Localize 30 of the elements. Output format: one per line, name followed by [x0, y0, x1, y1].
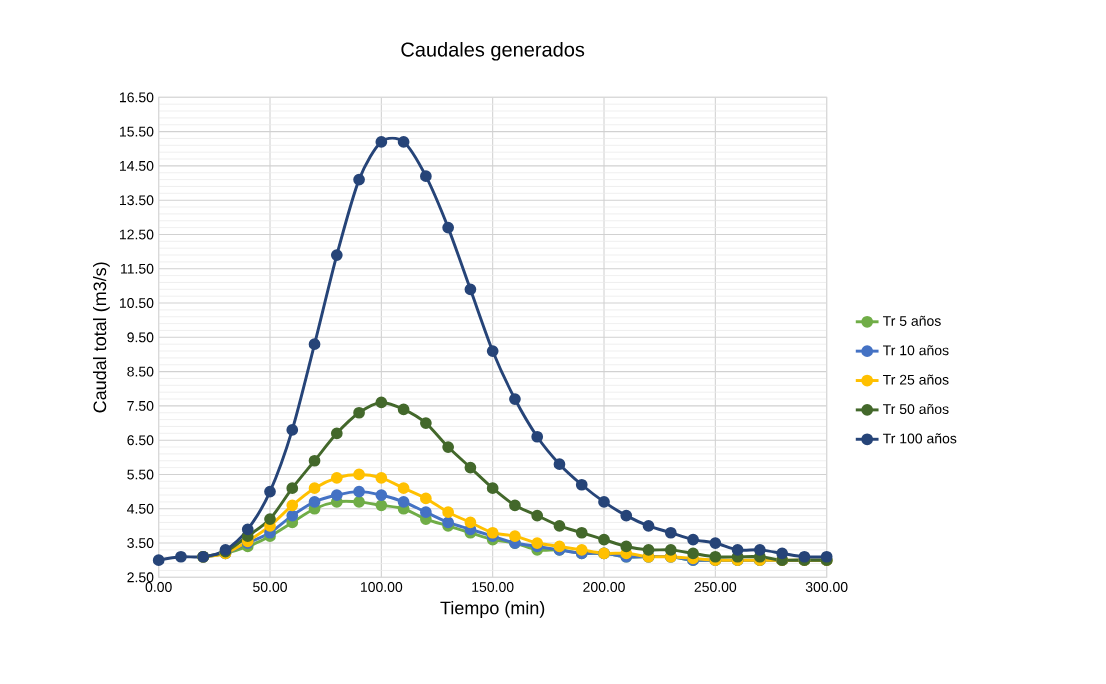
x-tick-label: 200.00	[583, 582, 625, 592]
y-tick-label: 4.50	[127, 503, 154, 514]
y-tick-label: 6.50	[127, 435, 154, 446]
legend-label: Tr 100 años	[883, 433, 957, 444]
y-tick-label: 15.50	[120, 126, 154, 137]
y-tick-label: 7.50	[127, 400, 154, 411]
x-tick-label: 250.00	[694, 582, 737, 592]
x-tick-label: 50.00	[253, 582, 287, 592]
y-tick-label: 14.50	[120, 160, 154, 171]
y-tick-label: 2.50	[127, 572, 154, 583]
x-tick-label: 150.00	[472, 582, 514, 592]
y-tick-label: 9.50	[127, 332, 154, 343]
y-tick-label: 13.50	[120, 195, 154, 206]
x-tick-label: 100.00	[361, 582, 403, 592]
x-tick-label: 300.00	[805, 582, 848, 592]
legend-label: Tr 5 años	[883, 315, 941, 326]
y-tick-label: 5.50	[127, 469, 154, 480]
y-tick-label: 12.50	[120, 229, 154, 240]
x-axis-title: Tiempo (min)	[440, 601, 545, 618]
legend-label: Tr 10 años	[883, 345, 949, 356]
y-tick-label: 16.50	[120, 92, 154, 103]
chart-title: Caudales generados	[401, 41, 585, 61]
y-tick-label: 3.50	[127, 538, 154, 548]
x-tick-label: 0.00	[145, 582, 172, 592]
y-tick-label: 10.50	[120, 298, 154, 308]
legend-label: Tr 50 años	[883, 403, 949, 415]
y-tick-label: 8.50	[127, 366, 154, 377]
y-axis-title: Caudal total (m3/s)	[93, 262, 110, 413]
y-tick-label: 11.50	[121, 263, 154, 274]
legend-label: Tr 25 años	[883, 374, 949, 385]
